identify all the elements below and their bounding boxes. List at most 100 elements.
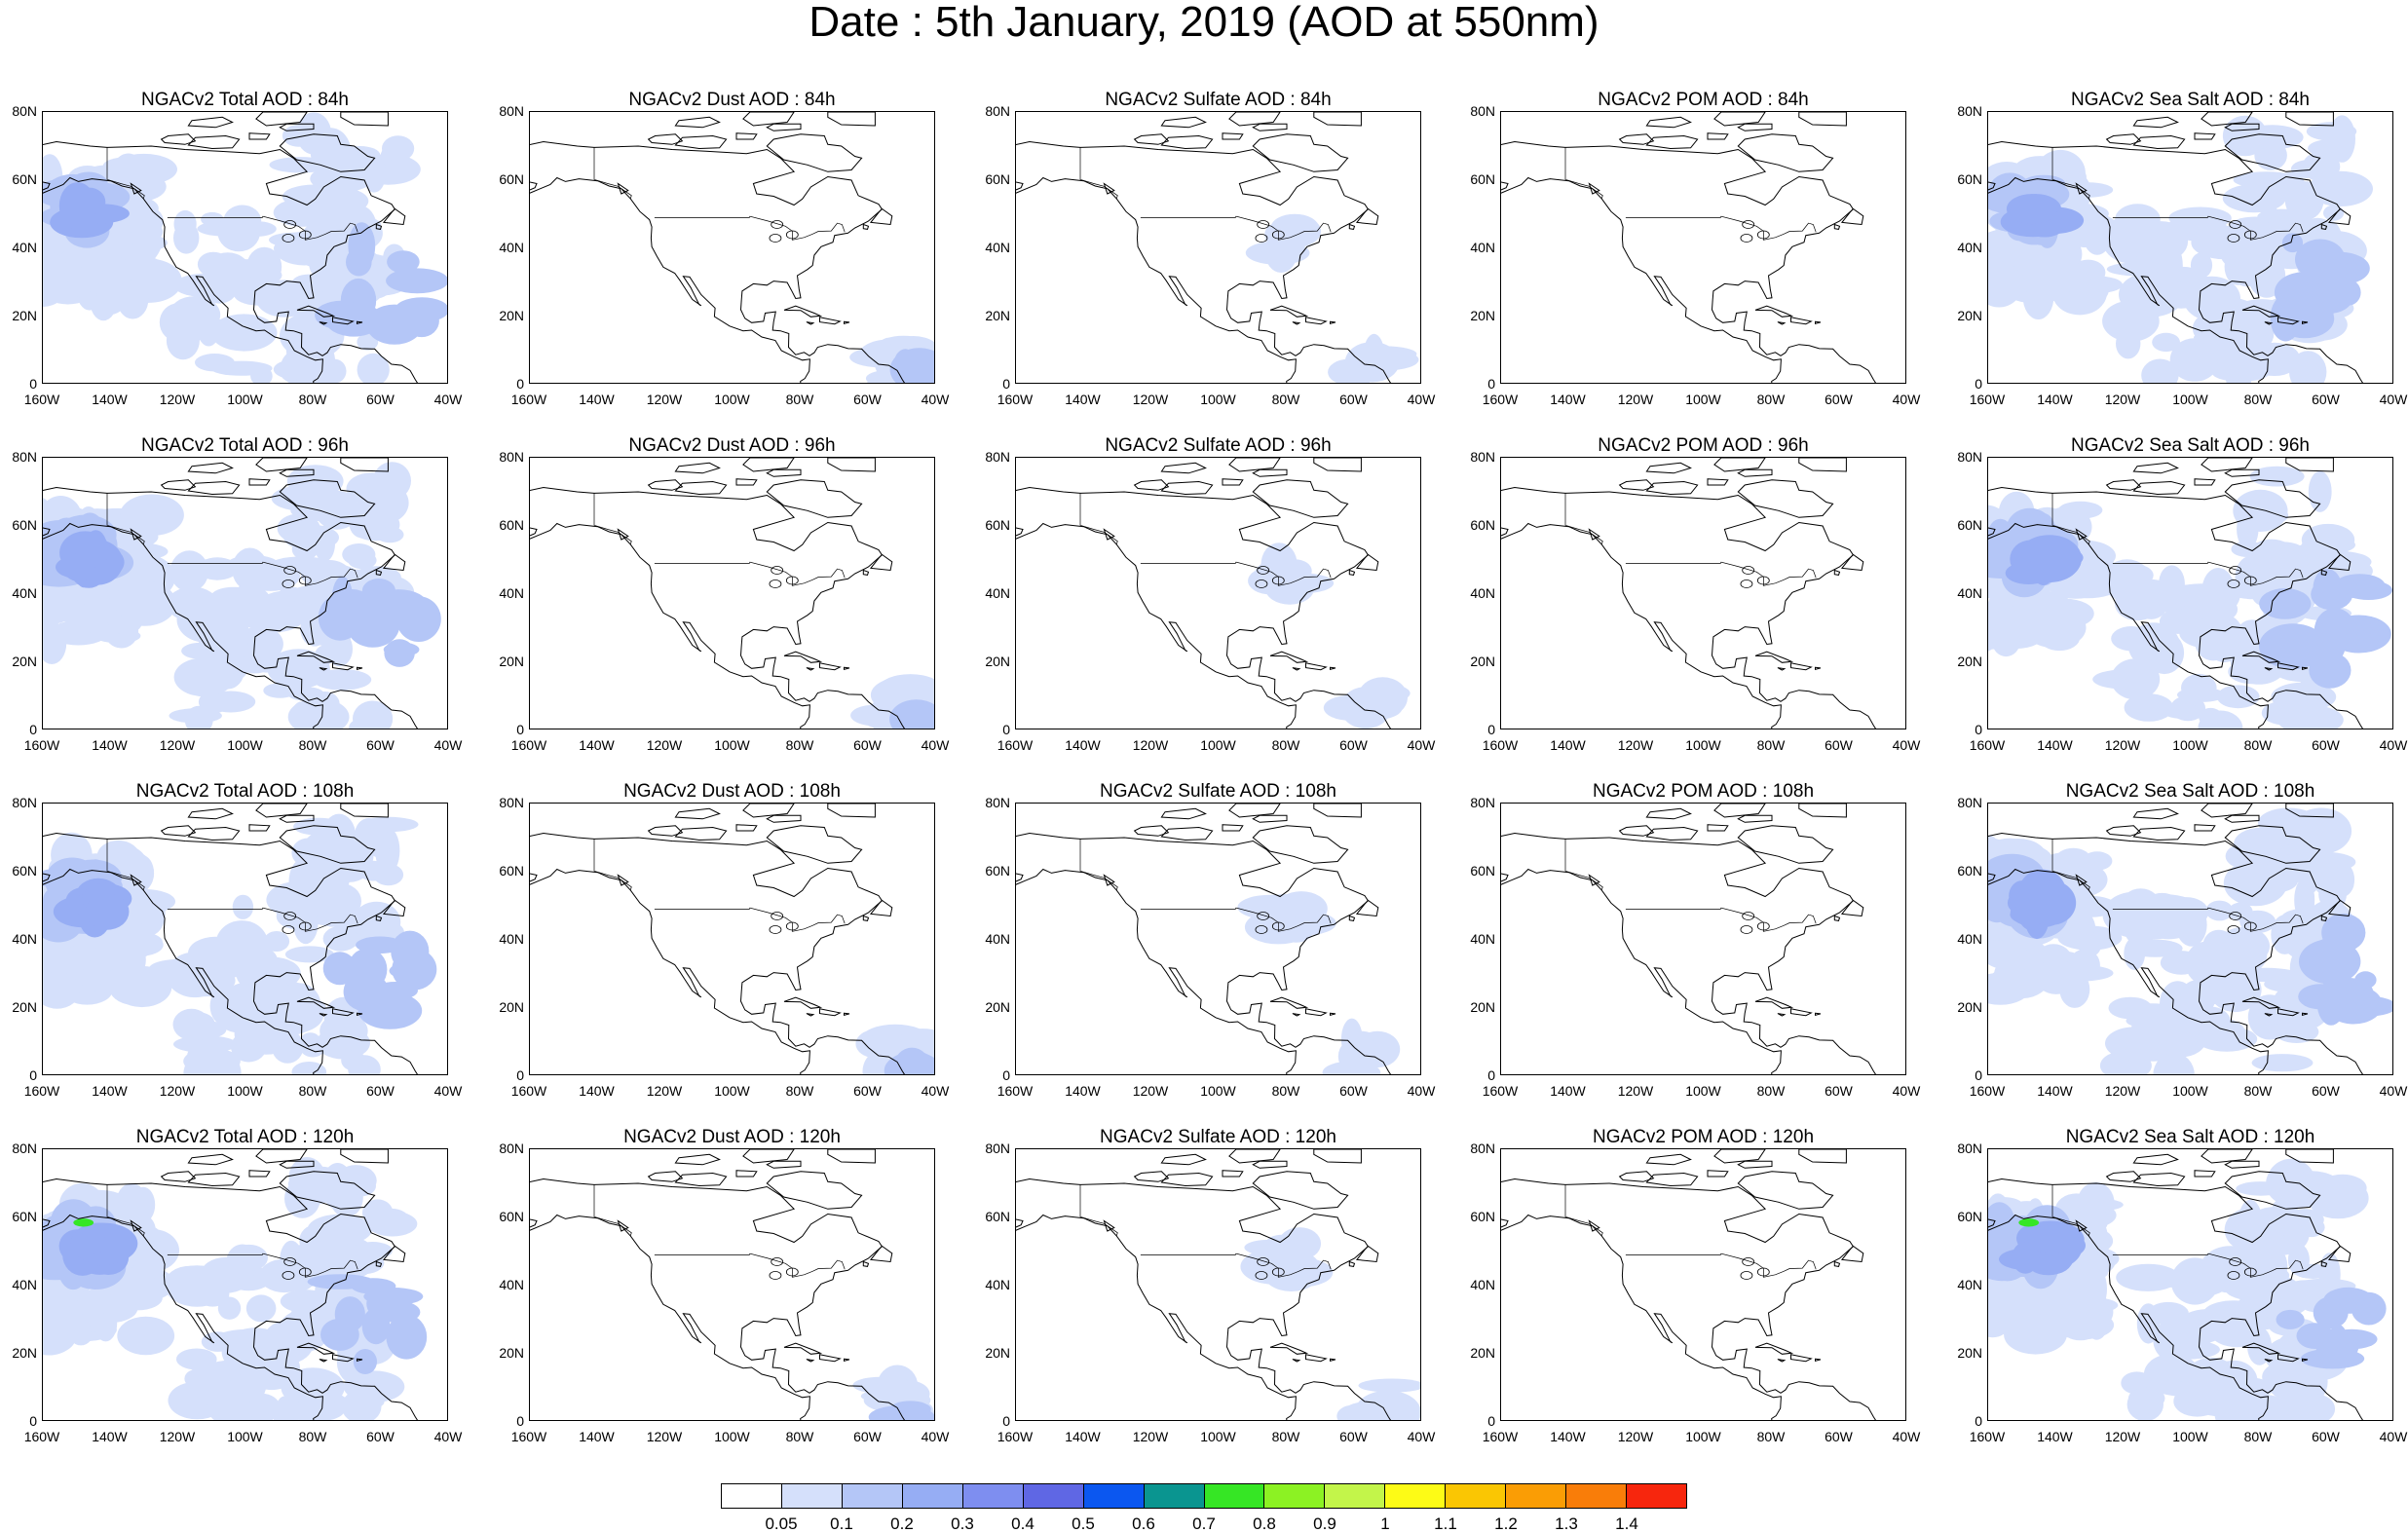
aod-field-map bbox=[1501, 804, 1876, 1074]
island-outline bbox=[332, 1354, 355, 1363]
x-tick-label: 140W bbox=[1065, 1429, 1101, 1444]
y-tick-label: 0 bbox=[1487, 1067, 1495, 1083]
map-area bbox=[1500, 111, 1906, 384]
x-tick-label: 80W bbox=[1756, 1429, 1786, 1444]
island-outline bbox=[1588, 874, 1600, 886]
aod-contour-cell bbox=[166, 321, 200, 360]
coastline bbox=[530, 832, 905, 1074]
island-outline bbox=[1707, 1170, 1729, 1178]
y-tick-label: 40N bbox=[12, 1277, 37, 1292]
x-tick-label: 160W bbox=[1969, 737, 2006, 753]
aod-contour-cell bbox=[2271, 682, 2337, 712]
island-outline bbox=[332, 1008, 355, 1017]
x-tick-label: 140W bbox=[579, 1083, 615, 1099]
aod-contour-cell bbox=[2248, 1234, 2294, 1254]
island-outline bbox=[1160, 462, 1207, 474]
y-tick-label: 80N bbox=[1470, 1140, 1495, 1156]
x-tick-label: 100W bbox=[1200, 737, 1236, 753]
aod-contour-cell bbox=[232, 547, 268, 591]
y-tick-label: 80N bbox=[12, 795, 37, 810]
aod-field-map bbox=[43, 458, 441, 729]
island-outline bbox=[1133, 1171, 1170, 1182]
y-tick-label: 20N bbox=[499, 999, 524, 1015]
island-outline bbox=[1313, 458, 1362, 472]
colorbar-swatch bbox=[1083, 1484, 1145, 1508]
panel-title: NGACv2 Sea Salt AOD : 96h bbox=[2070, 435, 2310, 456]
aod-contour-cell bbox=[2249, 466, 2305, 487]
x-tick-label: 80W bbox=[2243, 392, 2273, 407]
island-outline bbox=[735, 478, 758, 486]
aod-contour-cell bbox=[131, 206, 164, 236]
aod-contour-cell bbox=[198, 314, 220, 347]
y-tick-label: 60N bbox=[12, 171, 37, 187]
aod-contour-cell bbox=[2354, 971, 2377, 990]
x-tick-label: 100W bbox=[2172, 1083, 2208, 1099]
island-outline bbox=[819, 1008, 842, 1017]
lake-outline bbox=[1756, 1267, 1770, 1277]
y-tick-label: 40N bbox=[985, 240, 1010, 255]
x-tick-label: 40W bbox=[433, 392, 463, 407]
island-outline bbox=[806, 667, 815, 671]
aod-contour-cell bbox=[1352, 695, 1403, 720]
island-outline bbox=[827, 804, 876, 818]
island-outline bbox=[2105, 479, 2142, 491]
lake-outline bbox=[282, 580, 295, 588]
x-tick-label: 60W bbox=[1339, 1429, 1368, 1444]
aod-contour-cell bbox=[2290, 807, 2352, 854]
island-outline bbox=[255, 1149, 308, 1164]
x-tick-label: 160W bbox=[510, 737, 547, 753]
lake-outline bbox=[283, 912, 297, 920]
map-panel: NGACv2 Sea Salt AOD : 120h 80N 60N 40N 20N 0 1… bbox=[1945, 1127, 2407, 1463]
aod-contour-cell bbox=[2192, 310, 2248, 348]
x-tick-label: 160W bbox=[1482, 737, 1519, 753]
x-tick-label: 120W bbox=[2104, 1083, 2141, 1099]
island-outline bbox=[382, 207, 406, 226]
x-tick-label: 60W bbox=[2312, 1083, 2340, 1099]
y-tick-label: 0 bbox=[1002, 722, 1010, 737]
lake-outline bbox=[1271, 1267, 1285, 1277]
island-outline bbox=[1618, 133, 1655, 145]
country-border bbox=[1564, 839, 1603, 891]
x-tick-label: 160W bbox=[23, 1083, 60, 1099]
lake-outline bbox=[2227, 234, 2240, 243]
country-border bbox=[1564, 493, 1603, 545]
x-tick-label: 80W bbox=[298, 1083, 327, 1099]
island-outline bbox=[1269, 1342, 1309, 1355]
lake-outline bbox=[298, 576, 312, 585]
island-outline bbox=[375, 569, 383, 576]
lake-outline bbox=[1740, 1271, 1753, 1280]
island-outline bbox=[1305, 1354, 1328, 1363]
aod-contour-cell bbox=[263, 683, 297, 698]
y-tick-label: 60N bbox=[985, 517, 1010, 533]
country-border bbox=[593, 493, 632, 545]
panel-title: NGACv2 Sulfate AOD : 96h bbox=[1105, 435, 1332, 456]
aod-contour-cell bbox=[2316, 980, 2346, 1026]
colorbar bbox=[721, 1483, 1687, 1509]
aod-contour-cell bbox=[281, 1367, 345, 1407]
island-outline bbox=[1713, 458, 1766, 472]
coastline bbox=[1988, 832, 2363, 1074]
aod-contour-cell bbox=[2281, 233, 2304, 253]
aod-contour-cell bbox=[2005, 561, 2052, 584]
lake-outline bbox=[785, 230, 799, 240]
island-outline bbox=[2241, 651, 2281, 663]
x-tick-label: 60W bbox=[366, 1083, 395, 1099]
lake-outline bbox=[1756, 921, 1770, 931]
aod-contour-cell bbox=[2157, 1381, 2213, 1397]
y-tick-label: 0 bbox=[29, 376, 37, 392]
country-border bbox=[2051, 493, 2090, 545]
island-outline bbox=[1815, 666, 1822, 670]
lake-outline bbox=[2227, 925, 2240, 934]
colorbar-swatch bbox=[1385, 1484, 1447, 1508]
lake-outline bbox=[1255, 1271, 1268, 1280]
colorbar-swatch bbox=[1566, 1484, 1628, 1508]
aod-contour-cell bbox=[2126, 1387, 2163, 1420]
island-outline bbox=[2132, 134, 2186, 150]
lake-outline bbox=[283, 220, 297, 229]
island-outline bbox=[1790, 662, 1813, 671]
coastline bbox=[1016, 1178, 1391, 1420]
aod-contour-cell bbox=[2169, 583, 2233, 609]
island-outline bbox=[279, 133, 376, 172]
coastline bbox=[1501, 1178, 1876, 1420]
y-tick-label: 80N bbox=[1957, 103, 1982, 119]
